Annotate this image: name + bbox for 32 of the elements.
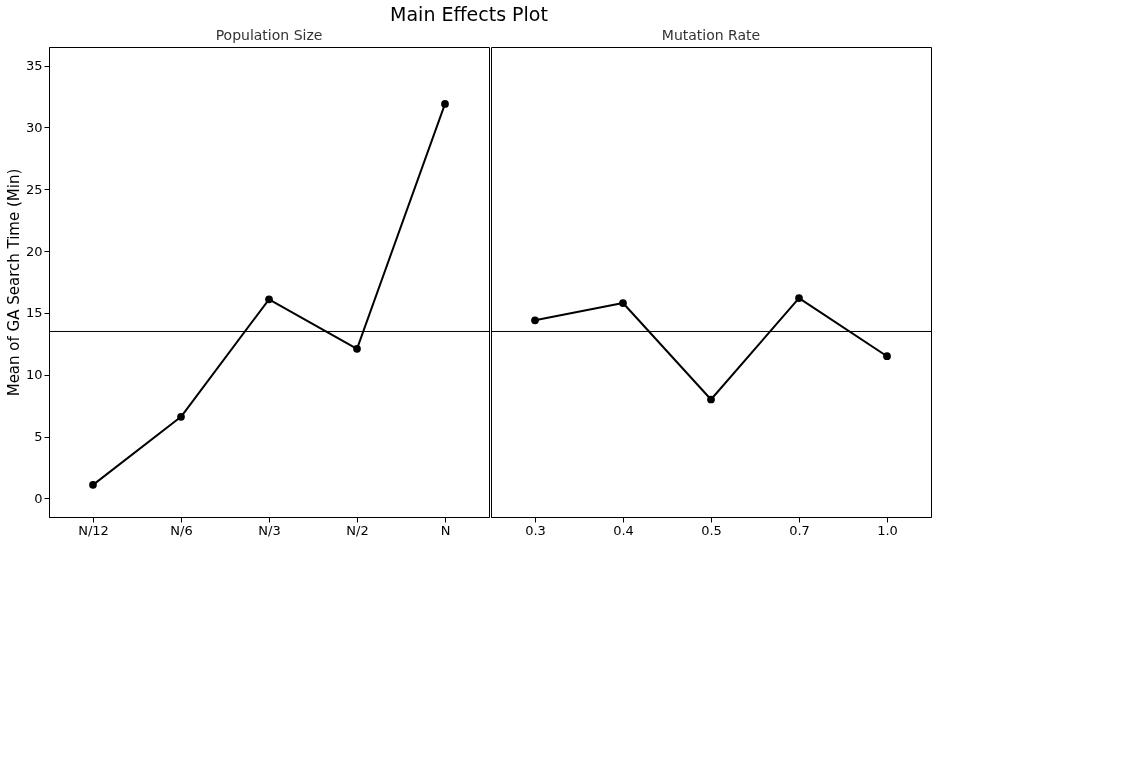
point — [353, 344, 361, 353]
y-tick-label: 25 — [25, 181, 43, 197]
y-tick-label: 10 — [25, 367, 43, 383]
x-tick-label: N/3 — [258, 522, 281, 538]
point — [883, 352, 891, 361]
y-tick-label: 35 — [25, 58, 43, 74]
y-tick-label: 30 — [25, 119, 43, 135]
x-tick-label: 0.4 — [613, 522, 634, 538]
y-axis-title: Mean of GA Search Time (Min) — [4, 168, 23, 397]
point — [441, 100, 449, 108]
text: Main Effects Plot — [390, 2, 548, 25]
x-tick-label: N — [440, 522, 451, 538]
point — [531, 316, 539, 325]
x-tick-label: 0.3 — [525, 522, 546, 538]
chart-title: Population Size — [215, 27, 323, 43]
point — [619, 299, 627, 307]
y-tick-label: 5 — [34, 429, 43, 445]
y-tick-label: 15 — [25, 305, 43, 321]
x-tick-label: N/12 — [78, 522, 109, 538]
x-tick-label: N/6 — [170, 522, 193, 538]
chart-title: Mutation Rate — [661, 27, 761, 43]
point — [707, 395, 715, 404]
point — [89, 480, 97, 489]
point — [265, 295, 273, 304]
y-tick-label: 20 — [25, 243, 43, 259]
x-tick-label: 0.7 — [789, 522, 810, 538]
x-tick-label: 0.5 — [701, 522, 722, 538]
y-tick-label: 0 — [34, 490, 43, 506]
x-tick-label: N/2 — [346, 522, 369, 538]
point — [177, 412, 185, 421]
x-tick-label: 1.0 — [877, 522, 898, 538]
point — [795, 294, 803, 302]
